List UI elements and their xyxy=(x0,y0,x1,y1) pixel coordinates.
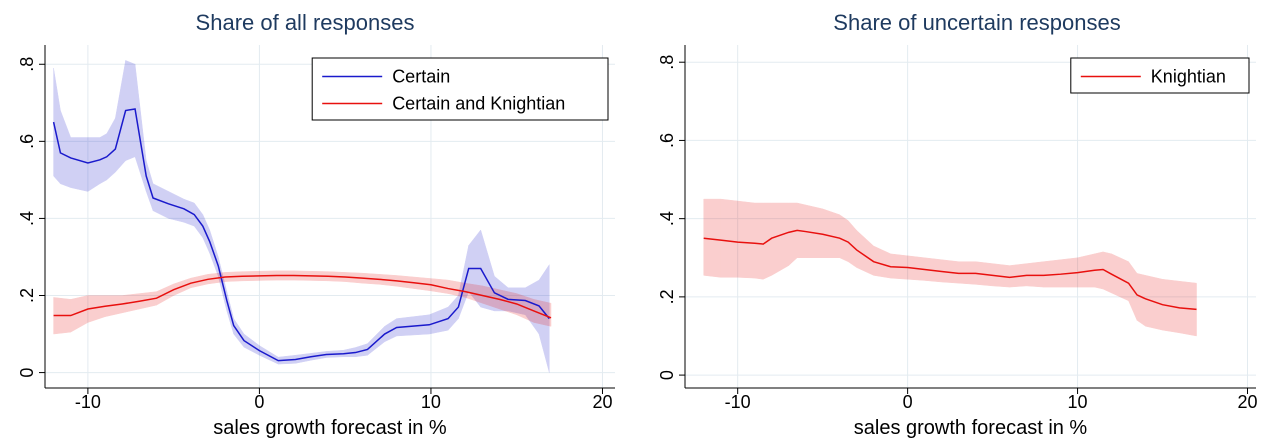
band-segment xyxy=(847,219,857,269)
band-segment xyxy=(1128,260,1138,321)
x-tick-label: 0 xyxy=(903,392,913,412)
legend-box xyxy=(1070,57,1250,94)
band-segment xyxy=(873,245,891,279)
confidence-band xyxy=(53,270,552,335)
band-segment xyxy=(183,198,195,227)
band-segment xyxy=(1111,253,1129,302)
legend-box xyxy=(311,57,609,121)
band-segment xyxy=(87,137,101,192)
x-tick-label: 10 xyxy=(421,392,441,412)
band-segment xyxy=(737,200,755,279)
y-tick-label: .2 xyxy=(657,289,677,304)
confidence-band xyxy=(703,198,1197,337)
band-segment xyxy=(125,60,136,161)
x-tick-label: -10 xyxy=(75,392,101,412)
band-segment xyxy=(480,229,495,312)
y-tick-label: .8 xyxy=(657,55,677,70)
x-axis-label: sales growth forecast in % xyxy=(854,417,1088,439)
band-segment xyxy=(822,208,840,259)
legend-label: Certain xyxy=(392,67,450,87)
y-tick-label: 0 xyxy=(657,370,677,380)
band-segment xyxy=(538,263,550,373)
chart-title: Share of all responses xyxy=(196,10,415,35)
band-segment xyxy=(788,202,798,267)
band-segment xyxy=(1145,275,1163,331)
series-line xyxy=(53,274,552,319)
y-tick-label: .2 xyxy=(17,288,37,303)
band-segment xyxy=(343,347,356,358)
band-segment xyxy=(1043,259,1061,288)
band-segment xyxy=(507,287,526,316)
x-tick-label: -10 xyxy=(725,392,751,412)
x-axis-label: sales growth forecast in % xyxy=(213,417,447,439)
band-segment xyxy=(243,333,260,356)
x-tick-label: 0 xyxy=(254,392,264,412)
band-segment xyxy=(1060,257,1078,288)
y-tick-label: .8 xyxy=(17,57,37,72)
series-line xyxy=(703,229,1197,311)
band-segment xyxy=(771,202,789,276)
band-segment xyxy=(494,275,509,312)
band-segment xyxy=(396,314,430,337)
band-segment xyxy=(703,198,721,278)
band-segment xyxy=(104,295,123,318)
band-segment xyxy=(754,202,764,280)
band-segment xyxy=(805,204,823,259)
y-tick-label: .4 xyxy=(657,211,677,226)
series-line xyxy=(52,108,550,362)
x-tick-label: 20 xyxy=(1237,392,1257,412)
band-segment xyxy=(1009,263,1027,288)
y-tick-label: 0 xyxy=(17,368,37,378)
band-segment xyxy=(106,117,116,181)
band-segment xyxy=(992,263,1010,288)
band-segment xyxy=(720,198,738,278)
x-tick-label: 20 xyxy=(592,392,612,412)
y-tick-label: .6 xyxy=(657,133,677,148)
legend-label: Knightian xyxy=(1151,67,1226,87)
band-segment xyxy=(941,259,959,284)
band-segment xyxy=(839,214,849,263)
band-segment xyxy=(1136,273,1146,327)
y-tick-label: .4 xyxy=(17,211,37,226)
band-segment xyxy=(53,68,61,185)
band-segment xyxy=(428,306,449,335)
band-segment xyxy=(533,299,552,327)
band-segment xyxy=(134,64,147,192)
band-segment xyxy=(1077,253,1095,288)
band-segment xyxy=(856,229,874,276)
band-segment xyxy=(70,137,89,192)
chart-title: Share of uncertain responses xyxy=(833,10,1120,35)
x-tick-label: 10 xyxy=(1068,392,1088,412)
band-segment xyxy=(60,110,71,188)
band-segment xyxy=(525,279,540,335)
band-segment xyxy=(115,60,126,173)
band-segment xyxy=(87,295,106,323)
band-segment xyxy=(1026,261,1044,288)
y-tick-label: .6 xyxy=(17,134,37,149)
legend-label: Certain and Knightian xyxy=(392,94,565,114)
band-segment xyxy=(70,295,89,333)
